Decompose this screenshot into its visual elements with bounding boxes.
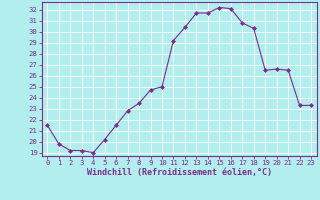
X-axis label: Windchill (Refroidissement éolien,°C): Windchill (Refroidissement éolien,°C) xyxy=(87,168,272,177)
